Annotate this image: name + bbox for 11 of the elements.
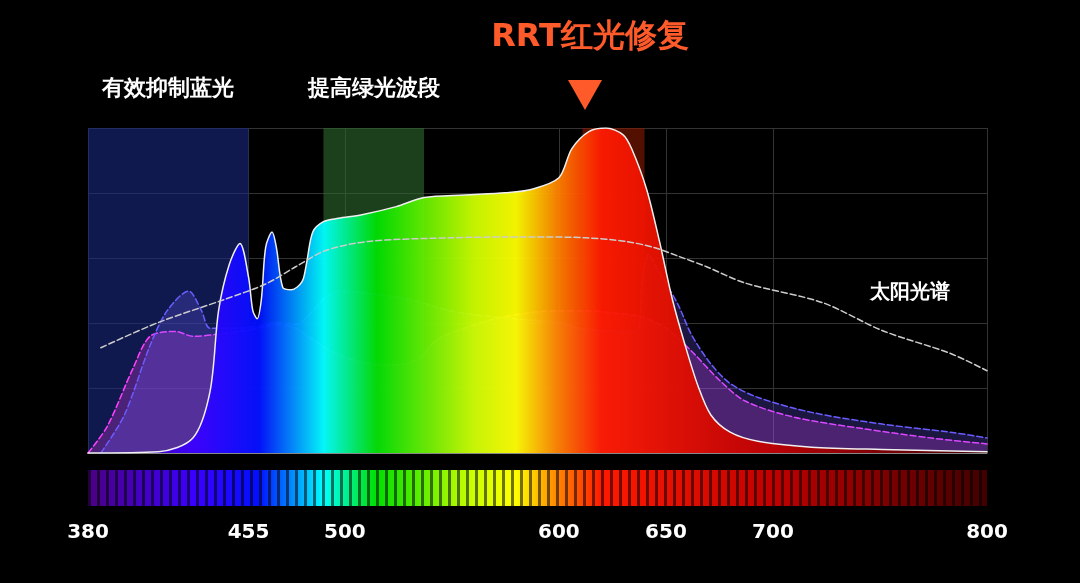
series-label: 太阳光谱 <box>869 278 950 303</box>
band-label: 有效抑制蓝光 <box>101 74 235 100</box>
x-tick-label: 500 <box>323 519 366 543</box>
x-tick-label: 650 <box>645 519 687 543</box>
x-tick-label: 600 <box>538 519 580 543</box>
x-tick-label: 380 <box>67 519 109 543</box>
x-tick-label: 455 <box>227 519 270 543</box>
band-label: 提高绿光波段 <box>306 74 441 100</box>
x-tick-label: 700 <box>752 519 794 543</box>
x-tick-label: 800 <box>966 519 1008 543</box>
chart-title: RRT红光修复 <box>491 16 689 54</box>
